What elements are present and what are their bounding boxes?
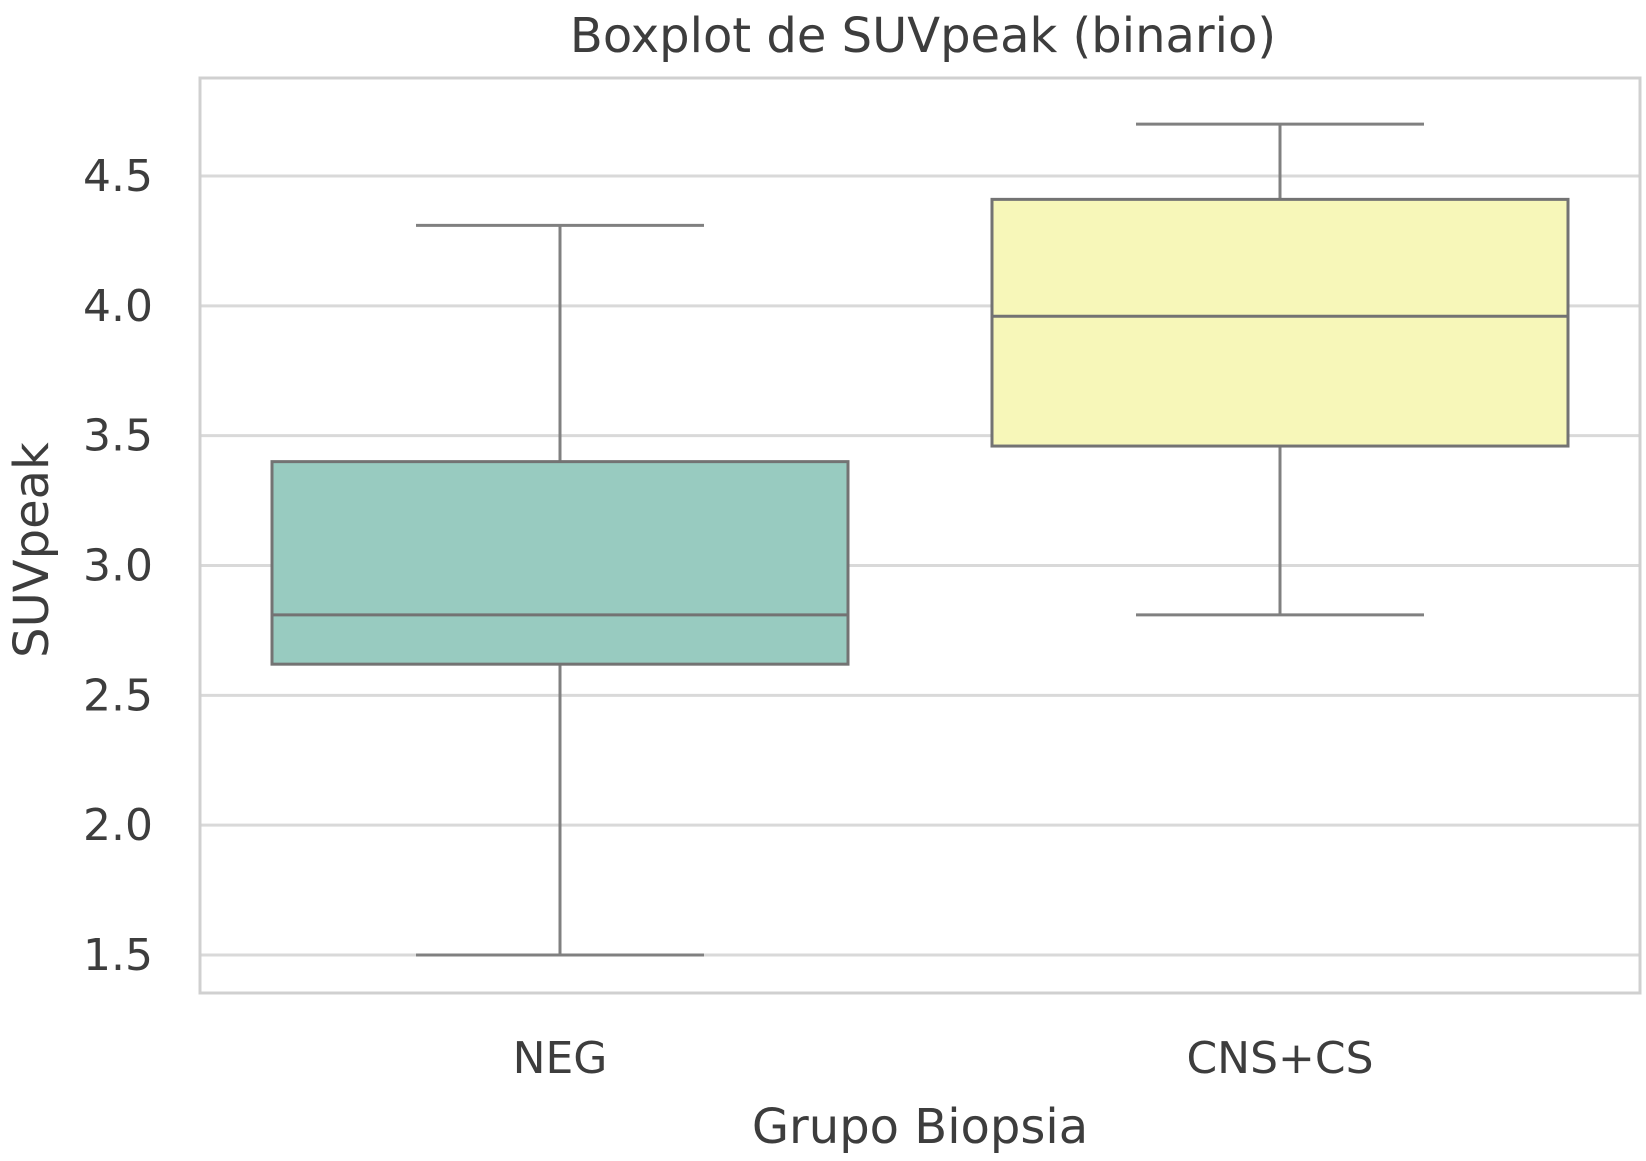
plot-frame	[198, 76, 1642, 995]
y-axis-ticks: 1.5 2.0 2.5 3.0 3.5 4.0 4.5	[83, 151, 153, 981]
box-group	[990, 122, 1570, 617]
y-tick-label: 3.5	[83, 411, 153, 462]
y-axis-label: SUVpeak	[4, 442, 60, 658]
y-tick-label: 2.0	[83, 800, 153, 851]
x-axis-label: Grupo Biopsia	[752, 1099, 1088, 1155]
y-tick-label: 4.5	[83, 151, 153, 202]
x-axis-ticks: NEG CNS+CS	[513, 1033, 1374, 1084]
y-tick-label: 1.5	[83, 930, 153, 981]
y-tick-label: 2.5	[83, 670, 153, 721]
chart-title: Boxplot de SUVpeak (binario)	[570, 8, 1276, 64]
x-tick-label: CNS+CS	[1186, 1033, 1373, 1084]
box-iqr	[990, 197, 1570, 448]
boxes	[270, 122, 1570, 957]
box-group	[270, 223, 850, 957]
y-tick-label: 4.0	[83, 281, 153, 332]
y-tick-label: 3.0	[83, 541, 153, 592]
x-tick-label: NEG	[513, 1033, 608, 1084]
box-iqr	[270, 460, 850, 666]
